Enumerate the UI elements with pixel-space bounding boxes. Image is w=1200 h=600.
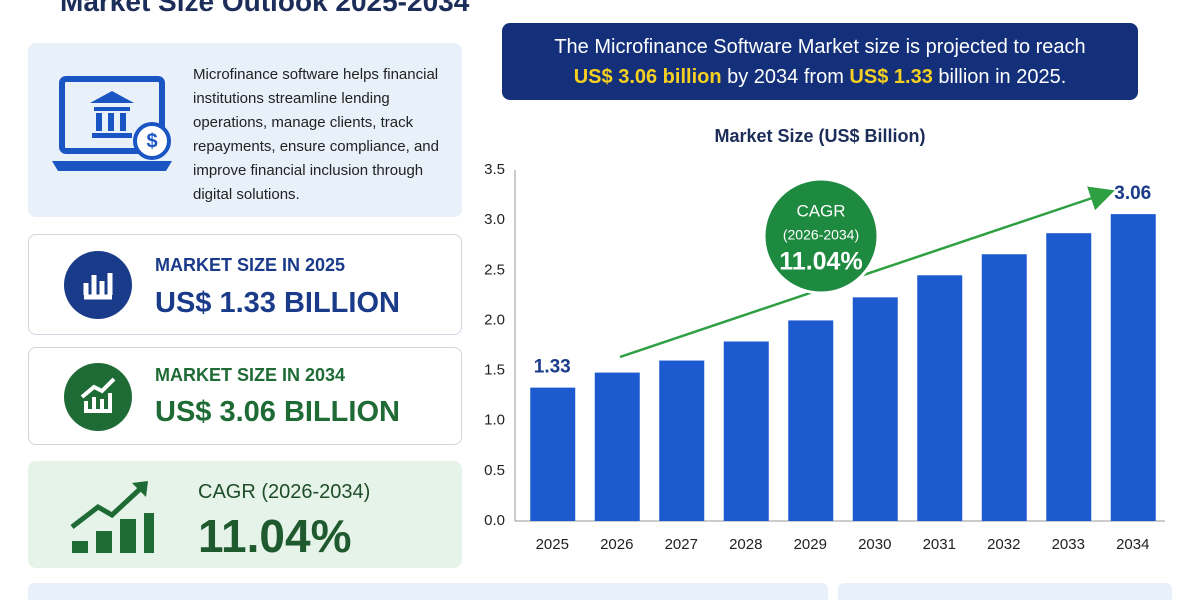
x-tick-label: 2025 xyxy=(536,536,569,553)
card-value: 11.04% xyxy=(198,510,352,562)
y-tick-label: 1.0 xyxy=(484,412,505,429)
banner-line: The Microfinance Software Market size is… xyxy=(554,36,1086,58)
x-tick-label: 2032 xyxy=(987,536,1020,553)
svg-text:$: $ xyxy=(146,130,157,152)
card-label: CAGR (2026-2034) xyxy=(198,481,371,503)
bar xyxy=(1110,214,1156,521)
description-card: $ Microfinance software helps financial … xyxy=(28,43,462,217)
x-tick-label: 2027 xyxy=(665,536,698,553)
bottom-panel xyxy=(838,583,1172,600)
card-value: US$ 3.06 BILLION xyxy=(155,396,400,428)
x-tick-label: 2034 xyxy=(1116,536,1149,553)
y-tick-label: 3.5 xyxy=(484,161,505,178)
cagr-badge xyxy=(762,177,880,295)
bar xyxy=(981,254,1027,522)
stat-card: CAGR (2026-2034) 11.04% xyxy=(28,461,462,568)
chart-title: Market Size (US$ Billion) xyxy=(714,126,925,146)
x-tick-label: 2030 xyxy=(858,536,891,553)
laptop-icon: $ xyxy=(52,76,172,171)
bar xyxy=(723,341,769,521)
y-tick-label: 0.0 xyxy=(484,512,505,529)
x-tick-label: 2031 xyxy=(923,536,956,553)
x-tick-label: 2033 xyxy=(1052,536,1085,553)
description: Microfinance software helps financial in… xyxy=(193,66,439,203)
card-label: MARKET SIZE IN 2034 xyxy=(155,365,346,385)
cagr-period: (2026-2034) xyxy=(783,227,859,243)
bar xyxy=(788,320,834,521)
bar xyxy=(1046,233,1092,521)
banner-line: US$ 3.06 billion by 2034 from US$ 1.33 b… xyxy=(502,62,1138,92)
bar xyxy=(530,387,576,521)
chart: Market Size (US$ Billion) 0.0 0.5 1.0 1.5 2.… xyxy=(484,126,1165,553)
bar xyxy=(594,372,640,521)
stat-card: MARKET SIZE IN 2025 US$ 1.33 BILLION xyxy=(28,234,462,335)
highlight: US$ 3.06 billion xyxy=(573,66,722,88)
bar xyxy=(659,360,705,521)
banner-text: billion in 2025. xyxy=(938,66,1067,88)
bottom-panel xyxy=(28,583,828,600)
stat-card: MARKET SIZE IN 2034 US$ 3.06 BILLION xyxy=(28,347,462,445)
cagr-title: CAGR xyxy=(796,201,845,220)
x-tick-label: 2029 xyxy=(794,536,827,553)
growth-icon xyxy=(64,363,132,431)
banner: The Microfinance Software Market size is… xyxy=(502,23,1138,100)
card-value: US$ 1.33 BILLION xyxy=(155,287,400,319)
bar xyxy=(917,275,963,521)
x-tick-label: 2028 xyxy=(729,536,762,553)
y-tick-label: 1.5 xyxy=(484,362,505,379)
page-title: Market Size Outlook 2025-2034 xyxy=(60,0,470,17)
cagr-icon xyxy=(70,481,154,553)
y-tick-label: 0.5 xyxy=(484,462,505,479)
cagr-value: 11.04% xyxy=(779,248,862,276)
x-tick-label: 2026 xyxy=(600,536,633,553)
bar xyxy=(852,297,898,521)
banner-text: by 2034 from xyxy=(727,66,844,88)
highlight: US$ 1.33 xyxy=(849,66,933,88)
y-tick-label: 2.5 xyxy=(484,261,505,278)
value-label: 3.06 xyxy=(1114,183,1151,204)
chart-icon xyxy=(64,251,132,319)
card-label: MARKET SIZE IN 2025 xyxy=(155,255,346,275)
value-label: 1.33 xyxy=(534,357,571,378)
y-tick-label: 3.0 xyxy=(484,211,505,228)
y-tick-label: 2.0 xyxy=(484,311,505,328)
